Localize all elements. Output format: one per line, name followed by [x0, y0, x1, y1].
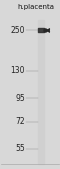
Text: 95: 95 [15, 93, 25, 103]
Text: 250: 250 [11, 26, 25, 35]
Text: 130: 130 [11, 66, 25, 76]
Text: 55: 55 [15, 144, 25, 153]
Text: 72: 72 [16, 117, 25, 126]
Bar [38, 20, 44, 164]
Text: h.placenta: h.placenta [18, 4, 54, 10]
